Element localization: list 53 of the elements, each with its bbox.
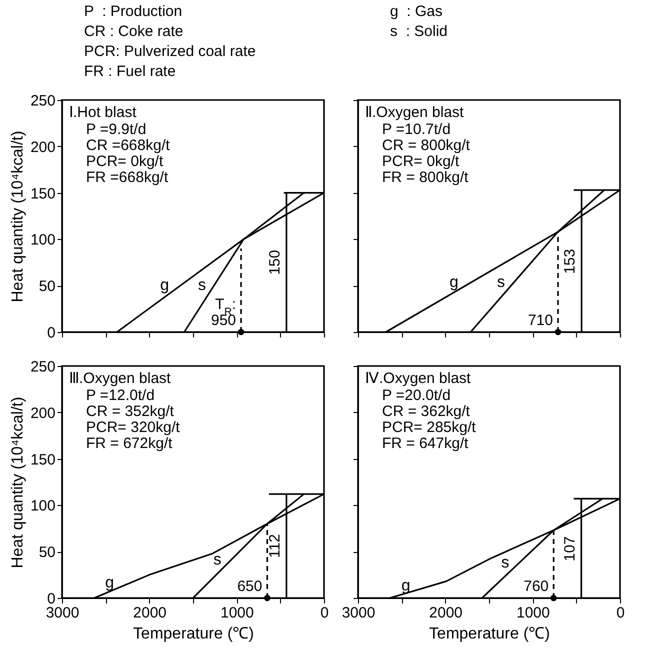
- text: FR : Fuel rate: [84, 62, 177, 82]
- text: P =10.7t/d CR = 800kg/t PCR= 0kg/t FR = 800kg/t: [382, 121, 471, 186]
- series-label: g: [449, 274, 458, 291]
- y-tick-label: 200: [30, 138, 56, 156]
- text: PCR: Pulverized coal rate: [84, 42, 257, 62]
- y-tick-label: 150: [30, 185, 56, 202]
- y-tick-label: 250: [30, 358, 56, 376]
- x-axis-title: Temperature (℃): [429, 626, 550, 642]
- x-tick-label: 0: [320, 604, 329, 622]
- x-tick-label: 3000: [342, 604, 376, 622]
- annotation: 153: [562, 248, 579, 274]
- series-label: s: [213, 552, 222, 569]
- chart-title: Ⅳ.Oxygen blast: [365, 370, 472, 387]
- series-label: g: [105, 574, 114, 592]
- y-tick-label: 50: [38, 278, 56, 296]
- annotation: 150: [266, 250, 284, 275]
- y-axis-title: Heat quantity (10⁴kcal/t): [9, 396, 26, 568]
- chart-title: Ⅰ.Hot blast: [69, 104, 138, 121]
- annotation: T$_{R}$: 950: [211, 296, 236, 329]
- annotation: 650: [237, 578, 262, 595]
- text: s : Solid: [390, 22, 449, 42]
- x-tick-label: 0: [616, 604, 625, 622]
- chart-title: Ⅲ.Oxygen blast: [69, 370, 172, 387]
- y-tick-label: 250: [30, 92, 56, 110]
- y-tick-label: 0: [47, 324, 56, 342]
- y-tick-label: 50: [38, 544, 56, 562]
- series-label: g: [160, 277, 170, 294]
- series-label: s: [501, 554, 510, 572]
- chart-title: Ⅱ.Oxygen blast: [365, 104, 465, 121]
- x-tick-label: 1000: [220, 604, 254, 622]
- text: CR : Coke rate: [84, 22, 184, 42]
- annotation: 710: [528, 312, 553, 329]
- text: P =20.0t/d CR = 362kg/t PCR= 285kg/t FR = 647kg/t: [382, 387, 477, 452]
- x-axis-title: Temperature (℃): [133, 626, 254, 642]
- text: g : Gas: [390, 2, 444, 22]
- annotation: 760: [524, 578, 549, 595]
- annotation: 112: [266, 534, 284, 558]
- x-tick-label: 2000: [133, 604, 167, 622]
- y-tick-label: 200: [30, 404, 56, 422]
- y-tick-label: 0: [47, 590, 56, 608]
- y-axis-title: Heat quantity (10⁴kcal/t): [9, 130, 26, 302]
- series-label: s: [198, 277, 206, 294]
- text: P =9.9t/d CR =668kg/t PCR= 0kg/t FR =668kg/t: [86, 121, 171, 186]
- y-tick-label: 100: [30, 232, 56, 249]
- text: P =12.0t/d CR = 352kg/t PCR= 320kg/t FR = 672kg/t: [86, 387, 181, 452]
- annotation: 107: [561, 536, 578, 562]
- x-tick-label: 1000: [516, 604, 550, 622]
- text: P : Production: [84, 2, 184, 22]
- series-label: s: [496, 274, 505, 291]
- y-tick-label: 150: [30, 451, 56, 468]
- y-tick-label: 100: [30, 498, 56, 515]
- x-tick-label: 3000: [46, 604, 80, 622]
- x-tick-label: 2000: [429, 604, 463, 622]
